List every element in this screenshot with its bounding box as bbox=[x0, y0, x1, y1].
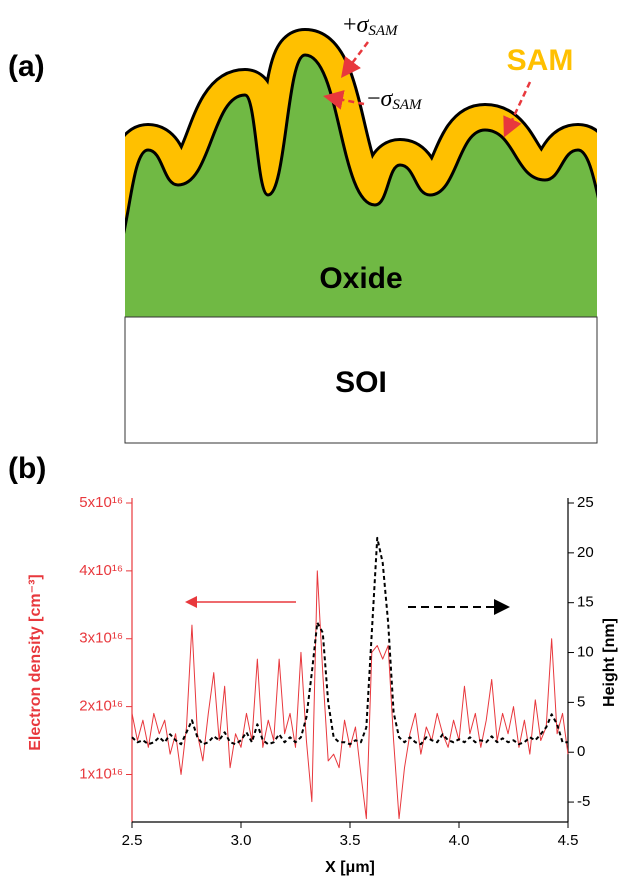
y2-axis-label: Height [nm] bbox=[601, 618, 618, 707]
arrow bbox=[341, 41, 369, 78]
minus-sigma: −σSAM bbox=[367, 86, 423, 114]
y-tick-label: 5x10¹⁶ bbox=[79, 494, 123, 511]
x-tick-label: 4.0 bbox=[449, 832, 470, 849]
y2-tick-label: -5 bbox=[577, 793, 590, 810]
x-tick-label: 4.5 bbox=[558, 832, 579, 849]
x-tick-label: 2.5 bbox=[122, 832, 143, 849]
sam-label: SAM bbox=[507, 44, 574, 77]
x-axis-label: X [μm] bbox=[325, 859, 375, 876]
y2-tick-label: 25 bbox=[577, 494, 594, 511]
soi-box bbox=[124, 316, 598, 444]
panel-label: (a) bbox=[8, 50, 45, 83]
subscript: SAM bbox=[392, 97, 423, 113]
subscript: SAM bbox=[368, 23, 399, 39]
y2-tick-label: 15 bbox=[577, 594, 594, 611]
y-tick-label: 4x10¹⁶ bbox=[79, 562, 123, 579]
arrow bbox=[323, 90, 365, 110]
y-tick-label: 2x10¹⁶ bbox=[79, 698, 123, 715]
series-line bbox=[131, 570, 569, 820]
symbol: σ bbox=[381, 86, 394, 112]
x-tick-label: 3.5 bbox=[340, 832, 361, 849]
surface bbox=[125, 27, 597, 317]
series-line bbox=[131, 536, 568, 746]
x-tick-label: 3.0 bbox=[231, 832, 252, 849]
y-tick-label: 3x10¹⁶ bbox=[79, 630, 123, 647]
plot: 2.5 3.0 3.5 4.0 4.5 1x10¹⁶ 2x10¹⁶ 3x10¹⁶ 4x10¹⁶ 5… bbox=[27, 494, 618, 876]
y2-tick-label: 20 bbox=[577, 544, 594, 561]
oxide-label: Oxide bbox=[319, 262, 402, 295]
y-axis-label: Electron density [cm⁻³] bbox=[27, 574, 44, 750]
plus-sigma: +σSAM bbox=[343, 12, 399, 40]
y2-tick-label: 0 bbox=[577, 743, 585, 760]
y2-tick-label: 5 bbox=[577, 693, 585, 710]
sign: + bbox=[343, 12, 357, 38]
soi-label: SOI bbox=[335, 366, 387, 399]
panel-label: (b) bbox=[8, 452, 46, 485]
symbol: σ bbox=[357, 12, 370, 38]
y2-tick-label: 10 bbox=[577, 644, 594, 661]
sign: − bbox=[367, 86, 381, 112]
y-tick-label: 1x10¹⁶ bbox=[79, 765, 123, 782]
